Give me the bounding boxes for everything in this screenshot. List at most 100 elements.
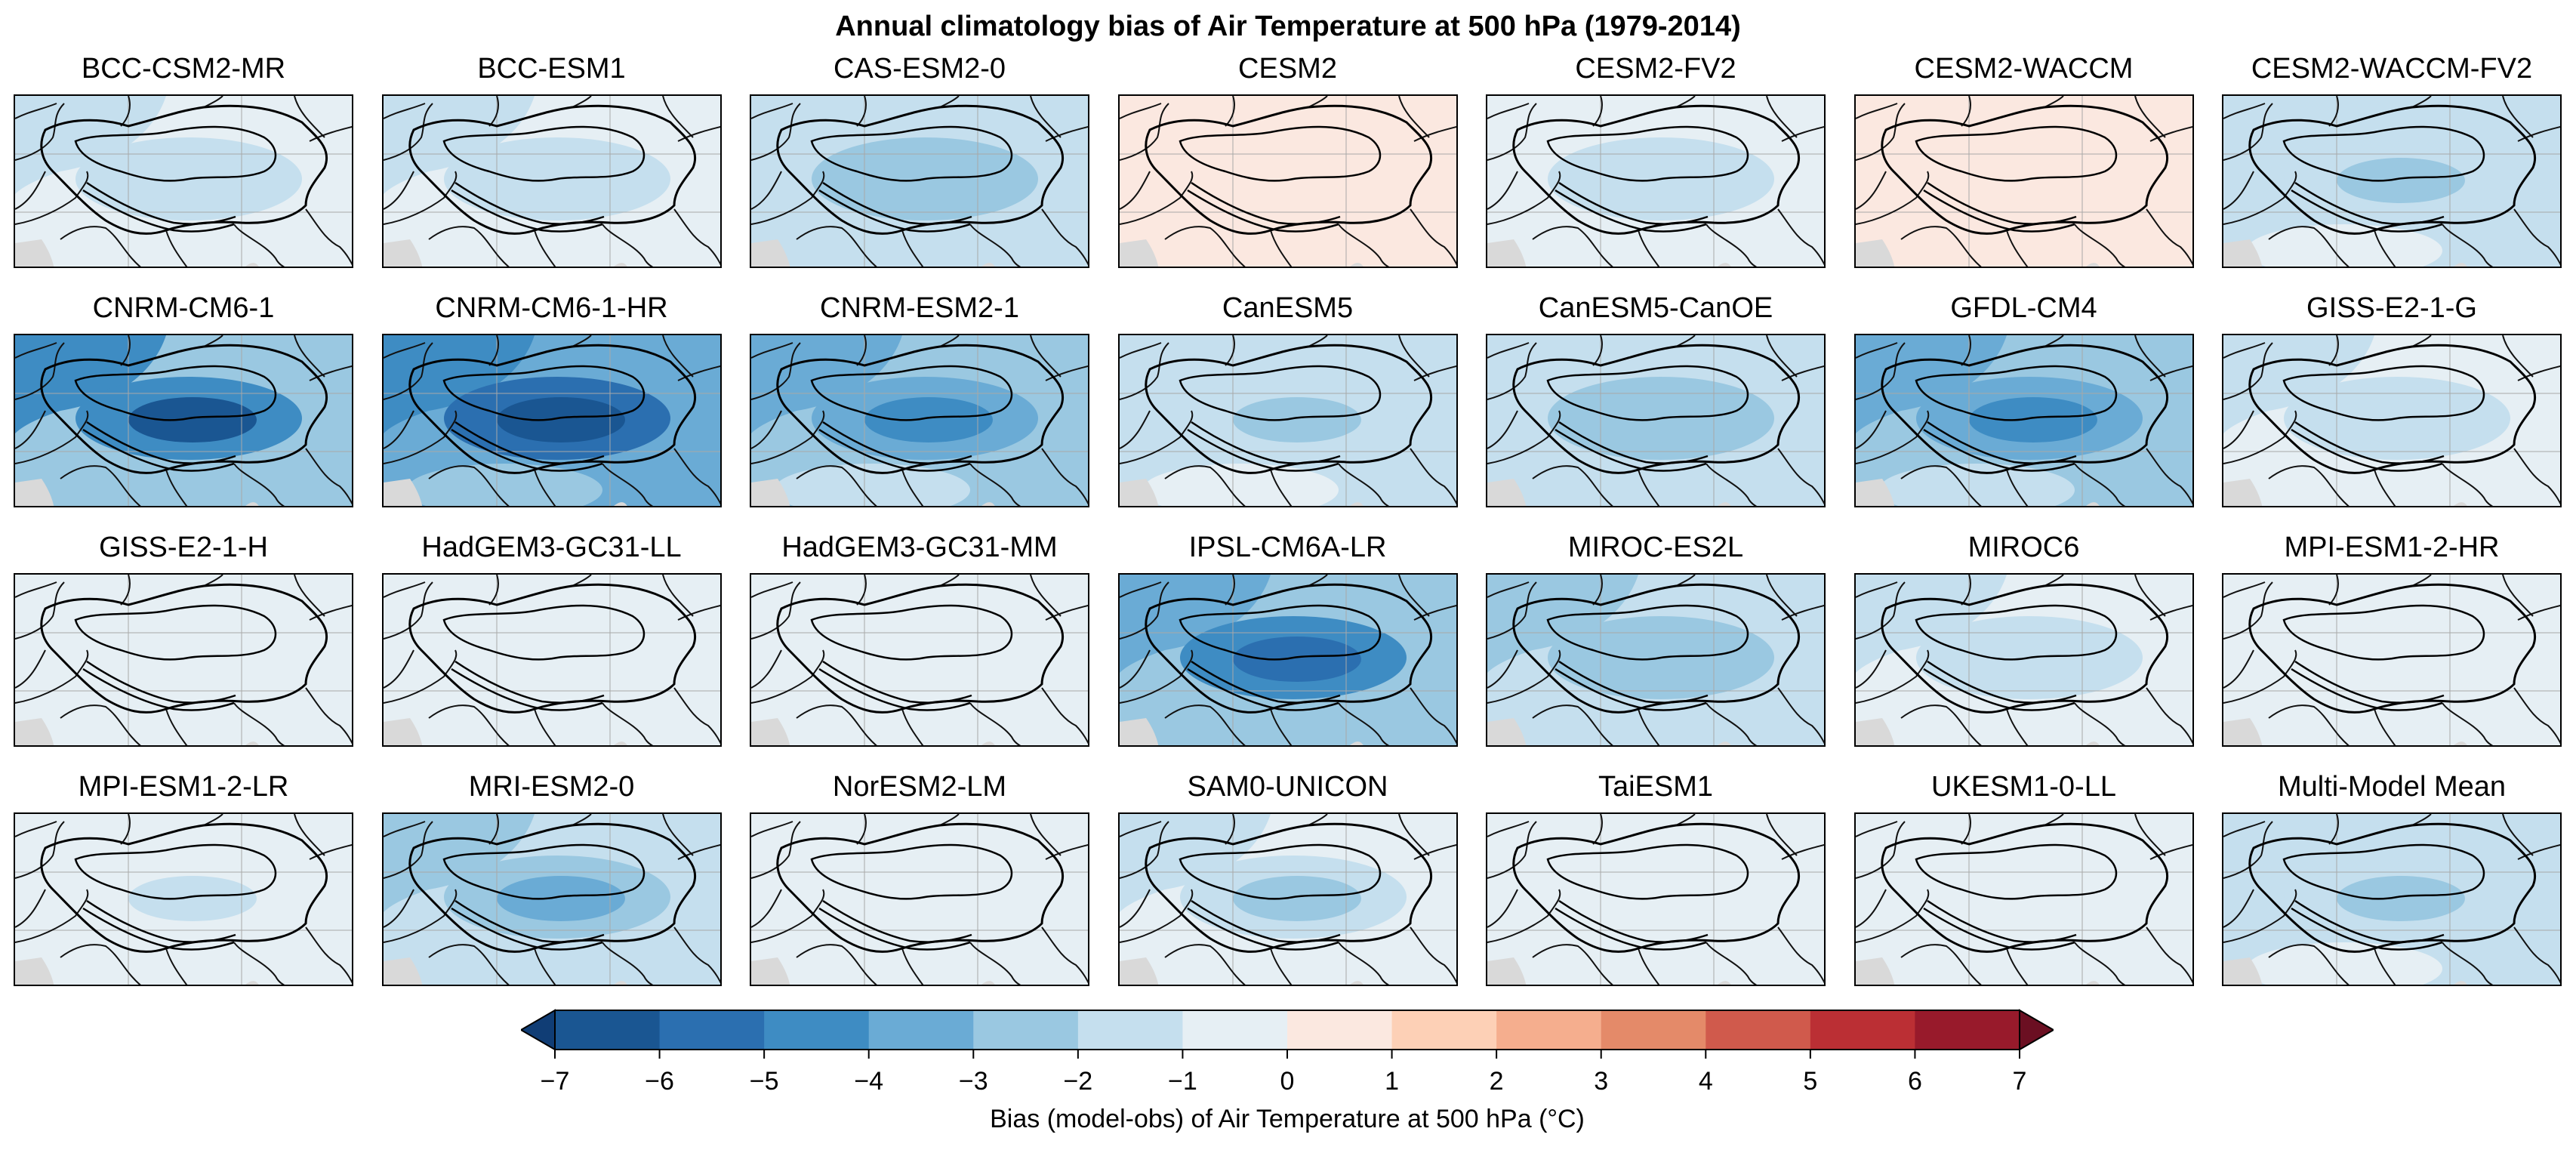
plateau-outline <box>2248 822 2537 953</box>
country-border <box>661 575 694 617</box>
masked-region-sw <box>2223 718 2263 745</box>
bias-field-south <box>1142 703 1339 745</box>
country-border <box>2145 926 2192 984</box>
masked-region-sw <box>1855 718 1894 745</box>
country-border <box>677 843 720 860</box>
country-border <box>1532 704 1613 745</box>
bias-field-south <box>2246 703 2442 745</box>
colorbar-tick-label: −7 <box>540 1067 570 1096</box>
country-border <box>533 230 556 267</box>
country-border <box>2223 581 2273 640</box>
country-border <box>60 226 141 267</box>
bias-field-center <box>1968 876 2097 921</box>
country-border <box>673 687 720 745</box>
bias-field-south <box>2246 464 2442 506</box>
colorbar-tick-label: −6 <box>645 1067 674 1096</box>
masked-region-sw <box>383 479 422 506</box>
country-border <box>661 335 694 378</box>
bias-field-center <box>1601 397 1729 442</box>
country-border <box>1397 575 1430 617</box>
masked-region-s <box>245 981 259 985</box>
bias-field-south <box>405 703 602 745</box>
panel-title: CAS-ESM2-0 <box>833 53 1006 85</box>
himalaya-outline <box>82 428 235 472</box>
country-border <box>1781 125 1824 142</box>
country-border <box>1041 687 1088 745</box>
country-border <box>1638 948 1660 985</box>
colorbar-tick-label: 7 <box>2012 1067 2027 1096</box>
colorbar-tick-label: 1 <box>1385 1067 1400 1096</box>
himalaya-outline <box>1186 428 1339 472</box>
bias-field-center <box>1968 158 2097 203</box>
plateau-outline <box>1880 822 2168 953</box>
country-border <box>1487 581 1537 640</box>
basin-outline <box>1546 843 1749 900</box>
country-border <box>2502 575 2534 617</box>
map-panel: CESM2-WACCM-FV2 <box>2222 53 2562 272</box>
country-border <box>2223 581 2266 598</box>
masked-region-s <box>2454 502 2467 506</box>
country-border <box>1855 103 1897 119</box>
country-border <box>1030 335 1062 378</box>
country-border <box>427 944 510 985</box>
country-border <box>1119 649 1151 689</box>
country-border <box>2005 948 2028 985</box>
panel-title: CNRM-CM6-1 <box>92 292 275 324</box>
colorbar-tick-label: 4 <box>1698 1067 1713 1096</box>
colorbar-tick-label: 6 <box>1907 1067 1922 1096</box>
country-border <box>60 944 141 985</box>
bias-field-south <box>1878 224 2075 267</box>
country-border <box>2073 702 2125 745</box>
country-border <box>533 708 556 745</box>
bias-field-center <box>864 158 993 203</box>
map-panel: CNRM-ESM2-1 <box>750 292 1089 511</box>
country-border <box>305 687 352 745</box>
bias-field-center <box>128 876 257 921</box>
masked-region-s <box>1349 263 1363 267</box>
masked-region-s <box>981 502 995 506</box>
bias-field-center <box>2337 876 2465 921</box>
panel-title: TaiESM1 <box>1598 771 1714 803</box>
country-border <box>2134 814 2166 856</box>
country-border <box>1163 944 1246 985</box>
panel-title: CESM2-FV2 <box>1575 53 1736 85</box>
country-border <box>1487 171 1518 210</box>
bias-map <box>1853 334 2194 507</box>
masked-region-sw <box>1487 239 1527 267</box>
masked-region-sw <box>1119 718 1158 745</box>
masked-region-sw <box>2223 479 2263 506</box>
colorbar-tick-label: 0 <box>1280 1067 1295 1096</box>
himalaya-outline <box>1922 667 2075 711</box>
himalaya-outline <box>1555 189 1707 233</box>
country-border <box>305 448 352 505</box>
country-border <box>383 889 457 943</box>
country-border <box>1045 604 1088 621</box>
masked-region-sw <box>15 479 54 506</box>
bias-field-south <box>38 464 234 506</box>
country-border <box>1706 942 1758 985</box>
bias-map <box>14 94 353 268</box>
country-border <box>1397 335 1430 378</box>
country-border <box>427 704 510 745</box>
country-border <box>2268 704 2350 745</box>
country-border <box>309 365 352 381</box>
country-border <box>1409 687 1456 745</box>
basin-outline <box>442 604 645 661</box>
country-border <box>383 342 425 359</box>
masked-region-sw <box>2223 957 2263 985</box>
bias-map <box>381 334 722 507</box>
colorbar-tick-label: 5 <box>1803 1067 1818 1096</box>
country-border <box>533 948 556 985</box>
plateau-outline <box>776 104 1065 235</box>
country-border <box>1487 410 1561 464</box>
bias-map <box>1486 334 1826 507</box>
himalaya-outline <box>822 660 972 704</box>
panel-title: MRI-ESM2-0 <box>468 771 635 803</box>
basin-outline <box>810 125 1013 182</box>
masked-region-s <box>2085 263 2100 267</box>
bias-field-south <box>405 464 602 506</box>
plateau-outline <box>1512 822 1801 953</box>
bias-field-south <box>774 464 970 506</box>
map-panel: MPI-ESM1-2-HR <box>2222 532 2562 751</box>
map-panel: CNRM-CM6-1 <box>14 292 353 511</box>
